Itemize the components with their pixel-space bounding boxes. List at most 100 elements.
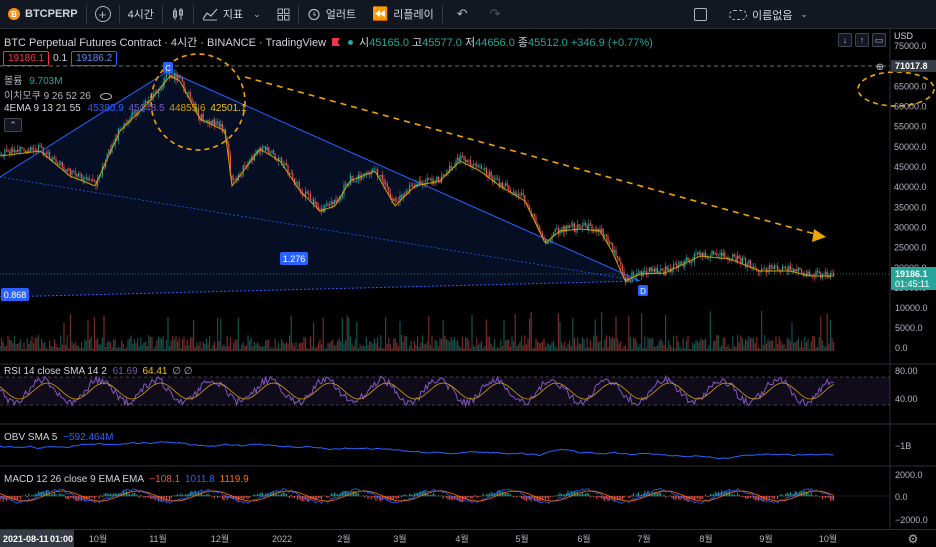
- volume-bar: [81, 342, 83, 351]
- candle-body: [161, 87, 163, 90]
- obv-legend[interactable]: OBV SMA 5 −592.464M: [4, 432, 113, 443]
- move-down-button[interactable]: ↓: [838, 33, 852, 47]
- settings-gear-icon[interactable]: ⚙: [908, 532, 919, 546]
- candle-body: [612, 243, 614, 253]
- volume-bar: [514, 314, 516, 351]
- ratio-2-badge[interactable]: [1, 288, 29, 301]
- volume-bar: [721, 345, 723, 351]
- macd-histogram-bar: [636, 493, 638, 497]
- indicators-button[interactable]: 지표 ⌄: [194, 0, 269, 29]
- macd-histogram-bar: [282, 492, 284, 497]
- volume-bar: [778, 336, 780, 351]
- undo-button[interactable]: ↶: [443, 0, 482, 29]
- candle-body: [421, 182, 423, 184]
- collapse-legend-button[interactable]: ⌃: [4, 118, 22, 132]
- annotation-circle-price[interactable]: [857, 71, 935, 107]
- candle-body: [330, 201, 332, 205]
- macd-histogram-bar: [535, 496, 537, 501]
- volume-bar: [589, 340, 591, 351]
- macd-histogram-bar: [585, 493, 587, 497]
- volume-bar: [653, 346, 655, 351]
- macd-histogram-bar: [557, 494, 559, 497]
- point-d-badge[interactable]: [638, 285, 648, 296]
- macd-line: [0, 487, 834, 504]
- alert-button[interactable]: 얼러트: [299, 0, 364, 29]
- candle-body: [370, 171, 372, 175]
- candle-body: [735, 256, 737, 263]
- triangle-pattern-fill[interactable]: [0, 71, 640, 297]
- volume-bar: [53, 339, 55, 351]
- volume-bar: [759, 348, 761, 351]
- volume-bar: [191, 337, 193, 351]
- candle-body: [589, 223, 591, 225]
- chart-type-button[interactable]: [163, 0, 193, 29]
- volume-bar: [356, 321, 358, 351]
- ichimoku-legend[interactable]: 이치모쿠 9 26 52 26: [4, 87, 112, 102]
- volume-bar: [455, 341, 457, 351]
- volume-legend[interactable]: 볼륨 9.703M: [4, 72, 63, 87]
- volume-bar: [657, 345, 659, 351]
- symbol-search[interactable]: B BTCPERP: [0, 0, 86, 29]
- volume-bar: [812, 335, 814, 351]
- volume-bar: [58, 347, 60, 351]
- layout-menu[interactable]: 이름없음 ⌄: [721, 0, 936, 29]
- macd-histogram-bar: [175, 495, 177, 497]
- candle-body: [397, 201, 399, 203]
- replay-button[interactable]: ⏪ 리플레이: [364, 0, 442, 29]
- triangle-edge-left[interactable]: [0, 176, 641, 282]
- macd-histogram-bar: [831, 496, 833, 500]
- macd-value-1: −108.1: [149, 474, 181, 485]
- compare-button[interactable]: +: [87, 0, 119, 29]
- interval-button[interactable]: 4시간: [127, 9, 154, 21]
- main-chart[interactable]: C D 1.276 0.868 USD 75000.070000.065000.…: [0, 29, 936, 529]
- candle-body: [39, 145, 41, 147]
- sell-button[interactable]: 19186.1: [3, 51, 50, 66]
- maximize-pane-button[interactable]: ▭: [872, 33, 886, 47]
- volume-bar: [172, 335, 174, 351]
- macd-histogram-bar: [473, 496, 475, 498]
- annotation-circle-peak[interactable]: [150, 53, 246, 151]
- redo-button[interactable]: ↷: [482, 0, 514, 29]
- time-axis[interactable]: 2021-08-11 01:00 10월 11월 12월 2022 2월 3월 4월 5월 6월…: [0, 529, 936, 547]
- volume-bar: [50, 346, 52, 351]
- macd-histogram-bar: [423, 490, 425, 497]
- annotation-arrow-head[interactable]: [812, 229, 826, 242]
- flag-icon[interactable]: [332, 38, 341, 46]
- candle-body: [266, 147, 268, 151]
- toolbar-divider: [441, 5, 443, 23]
- volume-bar: [183, 336, 185, 351]
- triangle-edge-diagonal[interactable]: [167, 70, 641, 282]
- eye-hidden-icon[interactable]: [99, 92, 112, 100]
- candle-body: [90, 179, 92, 180]
- templates-button[interactable]: [269, 0, 298, 29]
- macd-histogram-bar: [137, 495, 139, 497]
- volume-bar: [541, 341, 543, 351]
- ema-legend[interactable]: 4EMA 9 13 21 55 45380.9 45148.5 44855.6 …: [4, 103, 246, 114]
- macd-legend[interactable]: MACD 12 26 close 9 EMA EMA −108.1 1011.8…: [4, 474, 249, 485]
- volume-bar: [801, 340, 803, 351]
- symbol-legend[interactable]: BTC Perpetual Futures Contract · 4시간 · B…: [4, 34, 653, 50]
- triangle-edge-base[interactable]: [0, 280, 641, 298]
- ratio-1-badge[interactable]: [280, 252, 308, 265]
- triangle-edge-upper[interactable]: [0, 70, 169, 178]
- volume-bar: [237, 317, 239, 351]
- fullscreen-toggle[interactable]: [686, 0, 721, 29]
- macd-histogram-bar: [687, 496, 689, 502]
- macd-histogram-bar: [609, 496, 611, 501]
- candle-body: [345, 183, 347, 185]
- rsi-legend[interactable]: RSI 14 close SMA 14 2 61.69 64.41 ∅ ∅: [4, 366, 192, 377]
- crosshair-plus-icon[interactable]: ⊕: [876, 62, 884, 73]
- candle-body: [226, 137, 228, 144]
- macd-histogram-bar: [452, 496, 454, 500]
- macd-histogram-bar: [506, 492, 508, 497]
- move-up-button[interactable]: ↑: [855, 33, 869, 47]
- point-c-badge[interactable]: [163, 62, 173, 73]
- volume-bar: [261, 346, 263, 351]
- volume-bar: [351, 343, 353, 351]
- macd-histogram-bar: [61, 494, 63, 497]
- buy-button[interactable]: 19186.2: [71, 51, 118, 66]
- macd-histogram-bar: [245, 496, 247, 498]
- price-axis-ticks[interactable]: 75000.070000.065000.060000.055000.050000…: [894, 41, 927, 293]
- volume-bars[interactable]: [0, 311, 835, 351]
- macd-histogram-bar: [698, 496, 700, 500]
